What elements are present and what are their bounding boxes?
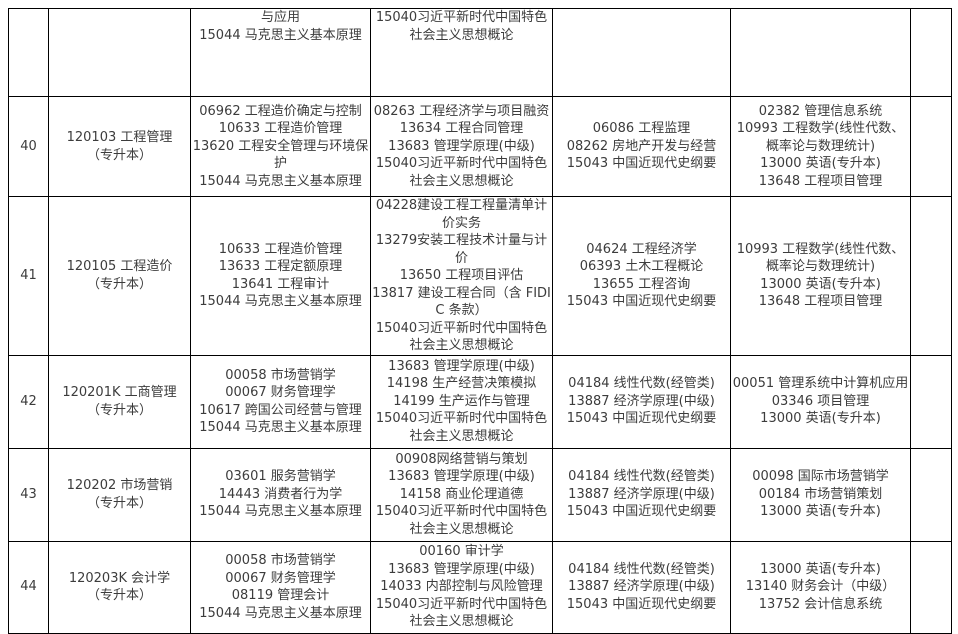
notes-cell bbox=[910, 196, 952, 356]
table-row-43: 43 120202 市场营销 （专升本） 03601 服务营销学 14443 消… bbox=[8, 447, 952, 542]
major-cell: 120201K 工商管理 （专升本） bbox=[48, 354, 191, 449]
notes-cell bbox=[910, 447, 952, 542]
exam-slot-cell bbox=[552, 8, 731, 97]
exam-slot-cell: 10633 工程造价管理 13633 工程定额原理 13641 工程审计 150… bbox=[190, 196, 371, 356]
exam-slot-cell: 00160 审计学 13683 管理学原理(中级) 14033 内部控制与风险管… bbox=[370, 540, 553, 634]
exam-slot-cell: 04228建设工程工程量清单计价实务 13279安装工程技术计量与计价 1365… bbox=[370, 196, 553, 356]
table-row-40: 40 120103 工程管理 （专升本） 06962 工程造价确定与控制 106… bbox=[8, 96, 952, 197]
exam-slot-cell: 10993 工程数学(线性代数、概率论与数理统计) 13000 英语(专升本) … bbox=[730, 196, 911, 356]
row-number-cell bbox=[8, 8, 49, 97]
exam-slot-cell: 06962 工程造价确定与控制 10633 工程造价管理 13620 工程安全管… bbox=[190, 96, 371, 197]
notes-cell bbox=[910, 540, 952, 634]
exam-slot-cell: 02382 管理信息系统 10993 工程数学(线性代数、概率论与数理统计) 1… bbox=[730, 96, 911, 197]
document-page: 与应用 15044 马克思主义基本原理 15040习近平新时代中国特色社会主义思… bbox=[8, 8, 952, 634]
exam-slot-cell: 与应用 15044 马克思主义基本原理 bbox=[190, 8, 371, 97]
major-cell: 120203K 会计学 （专升本） bbox=[48, 540, 191, 634]
row-number-cell: 43 bbox=[8, 447, 49, 542]
exam-slot-cell: 13000 英语(专升本) 13140 财务会计（中级） 13752 会计信息系… bbox=[730, 540, 911, 634]
exam-slot-cell: 04184 线性代数(经管类) 13887 经济学原理(中级) 15043 中国… bbox=[552, 447, 731, 542]
exam-slot-cell: 04184 线性代数(经管类) 13887 经济学原理(中级) 15043 中国… bbox=[552, 540, 731, 634]
row-number-cell: 44 bbox=[8, 540, 49, 634]
table-row-41: 41 120105 工程造价 （专升本） 10633 工程造价管理 13633 … bbox=[8, 196, 952, 356]
major-cell: 120103 工程管理 （专升本） bbox=[48, 96, 191, 197]
major-cell: 120202 市场营销 （专升本） bbox=[48, 447, 191, 542]
table-row-42: 42 120201K 工商管理 （专升本） 00058 市场营销学 00067 … bbox=[8, 354, 952, 449]
table-row-continuation: 与应用 15044 马克思主义基本原理 15040习近平新时代中国特色社会主义思… bbox=[8, 8, 952, 97]
exam-slot-cell: 00098 国际市场营销学 00184 市场营销策划 13000 英语(专升本) bbox=[730, 447, 911, 542]
exam-schedule-table: 与应用 15044 马克思主义基本原理 15040习近平新时代中国特色社会主义思… bbox=[8, 8, 952, 634]
exam-slot-cell: 15040习近平新时代中国特色社会主义思想概论 bbox=[370, 8, 553, 97]
notes-cell bbox=[910, 96, 952, 197]
exam-slot-cell bbox=[730, 8, 911, 97]
exam-slot-cell: 04184 线性代数(经管类) 13887 经济学原理(中级) 15043 中国… bbox=[552, 354, 731, 449]
table-row-44: 44 120203K 会计学 （专升本） 00058 市场营销学 00067 财… bbox=[8, 540, 952, 634]
major-cell bbox=[48, 8, 191, 97]
exam-slot-cell: 03601 服务营销学 14443 消费者行为学 15044 马克思主义基本原理 bbox=[190, 447, 371, 542]
notes-cell bbox=[910, 8, 952, 97]
exam-slot-cell: 06086 工程监理 08262 房地产开发与经营 15043 中国近现代史纲要 bbox=[552, 96, 731, 197]
exam-slot-cell: 04624 工程经济学 06393 土木工程概论 13655 工程咨询 1504… bbox=[552, 196, 731, 356]
major-cell: 120105 工程造价 （专升本） bbox=[48, 196, 191, 356]
exam-slot-cell: 00908网络营销与策划 13683 管理学原理(中级) 14158 商业伦理道… bbox=[370, 447, 553, 542]
exam-slot-cell: 00051 管理系统中计算机应用 03346 项目管理 13000 英语(专升本… bbox=[730, 354, 911, 449]
row-number-cell: 42 bbox=[8, 354, 49, 449]
notes-cell bbox=[910, 354, 952, 449]
exam-slot-cell: 13683 管理学原理(中级) 14198 生产经营决策模拟 14199 生产运… bbox=[370, 354, 553, 449]
row-number-cell: 41 bbox=[8, 196, 49, 356]
exam-slot-cell: 00058 市场营销学 00067 财务管理学 10617 跨国公司经营与管理 … bbox=[190, 354, 371, 449]
exam-slot-cell: 00058 市场营销学 00067 财务管理学 08119 管理会计 15044… bbox=[190, 540, 371, 634]
row-number-cell: 40 bbox=[8, 96, 49, 197]
exam-slot-cell: 08263 工程经济学与项目融资 13634 工程合同管理 13683 管理学原… bbox=[370, 96, 553, 197]
